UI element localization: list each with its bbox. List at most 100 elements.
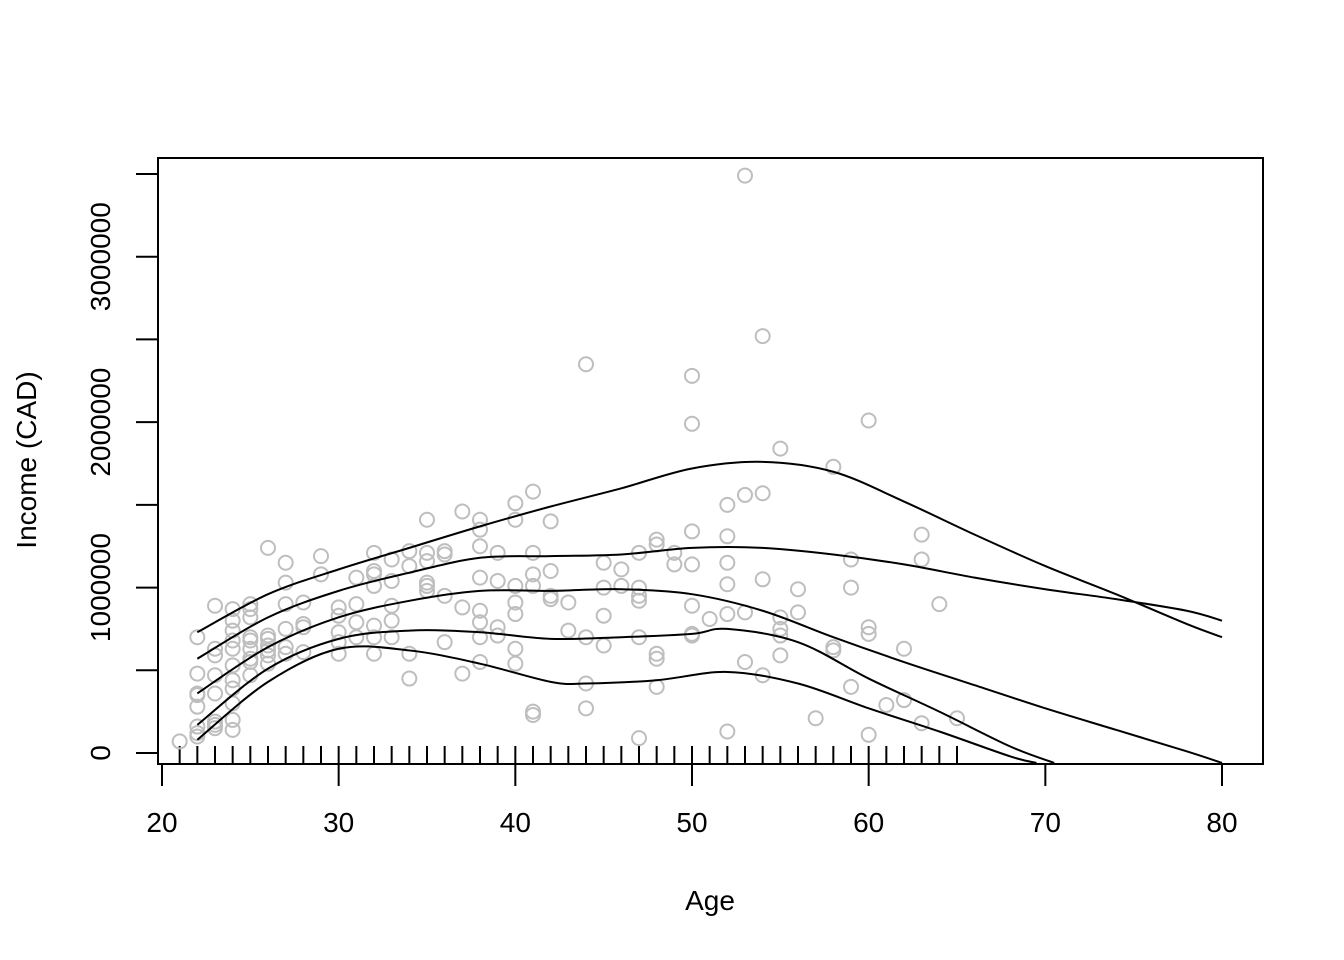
data-point xyxy=(242,609,259,626)
data-point xyxy=(878,697,895,714)
data-point xyxy=(472,569,488,586)
data-point xyxy=(896,640,912,657)
data-point xyxy=(436,546,453,563)
data-point xyxy=(719,528,736,545)
data-point xyxy=(507,606,524,623)
data-point xyxy=(772,609,789,626)
data-point xyxy=(825,458,842,475)
data-point xyxy=(224,680,241,697)
data-point xyxy=(525,483,541,500)
x-tick-label: 60 xyxy=(853,807,884,838)
data-point xyxy=(860,625,877,642)
data-point xyxy=(348,596,365,613)
x-tick-label: 50 xyxy=(676,807,707,838)
data-point xyxy=(507,655,524,672)
data-point xyxy=(277,574,294,591)
data-point xyxy=(419,553,435,570)
data-point xyxy=(472,602,488,619)
x-tick-label: 40 xyxy=(500,807,531,838)
data-point xyxy=(401,543,418,560)
data-point xyxy=(260,539,276,556)
data-point xyxy=(560,594,577,611)
data-point xyxy=(242,632,259,649)
x-axis-title: Age xyxy=(685,885,735,916)
data-point xyxy=(224,640,241,657)
data-point xyxy=(348,569,365,586)
data-point xyxy=(507,640,524,657)
data-point xyxy=(401,670,418,687)
data-point xyxy=(719,496,736,513)
data-point xyxy=(242,640,259,657)
data-point xyxy=(578,629,594,646)
data-point xyxy=(684,556,700,573)
data-point xyxy=(896,692,912,709)
data-point xyxy=(489,572,506,589)
data-point xyxy=(295,644,312,661)
data-point xyxy=(666,544,683,561)
data-point xyxy=(507,577,524,594)
data-point xyxy=(489,627,506,644)
data-point xyxy=(860,412,877,429)
data-point xyxy=(366,629,382,646)
data-point xyxy=(719,554,736,571)
data-point xyxy=(525,703,541,720)
data-point xyxy=(719,606,736,623)
data-point xyxy=(507,495,524,512)
x-tick-label: 70 xyxy=(1030,807,1061,838)
data-point xyxy=(843,579,859,596)
data-point xyxy=(737,167,753,184)
data-point xyxy=(631,579,647,596)
data-point xyxy=(436,543,453,560)
data-point xyxy=(560,622,577,639)
y-tick-label: 2000000 xyxy=(85,368,116,477)
data-point xyxy=(454,665,471,682)
data-point xyxy=(613,561,630,578)
data-point xyxy=(860,726,877,743)
y-tick-label: 3000000 xyxy=(85,202,116,311)
data-point xyxy=(843,551,859,568)
data-point xyxy=(207,597,223,614)
y-tick-label: 1000000 xyxy=(85,533,116,642)
data-point xyxy=(648,650,665,667)
data-point xyxy=(224,672,241,689)
x-tick-label: 80 xyxy=(1206,807,1237,838)
data-point xyxy=(772,647,789,664)
data-point xyxy=(171,733,188,750)
data-point xyxy=(843,678,859,695)
data-point xyxy=(489,619,506,636)
data-point xyxy=(737,486,753,503)
data-point xyxy=(224,612,241,629)
data-point xyxy=(189,665,206,682)
data-point xyxy=(419,574,435,591)
data-point xyxy=(525,544,541,561)
data-point xyxy=(313,566,329,583)
data-point xyxy=(366,645,382,662)
data-point xyxy=(207,685,223,702)
data-point xyxy=(525,706,541,723)
data-point xyxy=(419,511,435,528)
data-point xyxy=(542,513,559,530)
x-axis: 20 30 40 50 60 70 80 xyxy=(146,763,1238,838)
data-point xyxy=(648,531,665,548)
data-point xyxy=(949,710,965,727)
data-point xyxy=(260,627,276,644)
data-point xyxy=(737,654,753,671)
data-point xyxy=(684,523,700,540)
data-point xyxy=(542,587,559,604)
data-point xyxy=(790,604,806,621)
data-point xyxy=(277,639,294,656)
data-point xyxy=(542,591,559,608)
data-point xyxy=(242,629,259,646)
data-point xyxy=(260,647,276,664)
data-point xyxy=(277,645,294,662)
data-point xyxy=(383,629,400,646)
data-point xyxy=(666,556,683,573)
data-point xyxy=(648,645,665,662)
data-point xyxy=(207,640,223,657)
y-axis-title: Income (CAD) xyxy=(11,371,42,548)
data-point xyxy=(595,637,612,654)
data-point xyxy=(260,637,276,654)
data-point xyxy=(542,563,559,580)
data-point xyxy=(224,711,241,728)
